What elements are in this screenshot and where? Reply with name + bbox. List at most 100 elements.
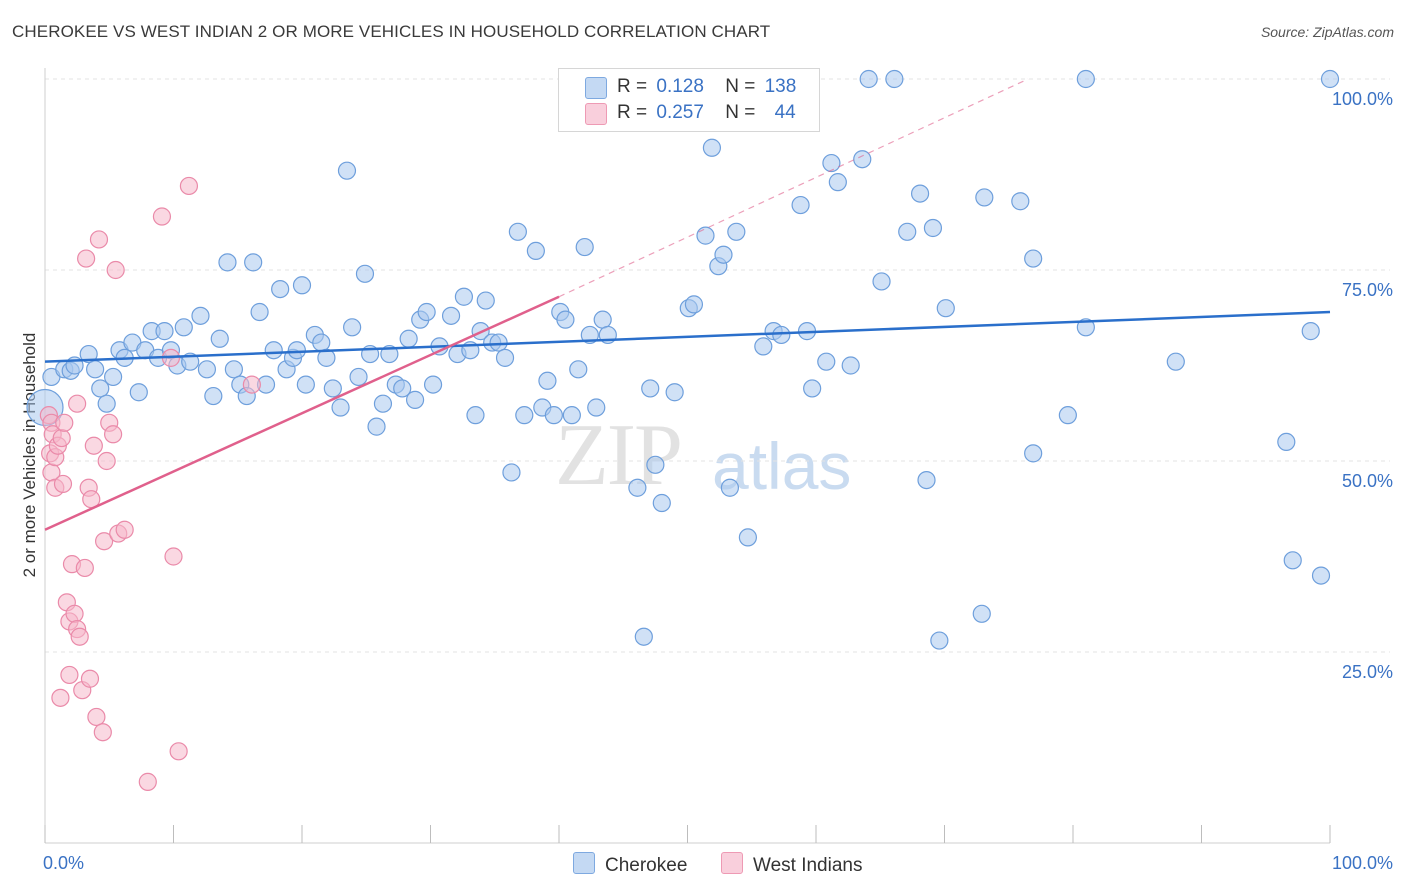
cherokee-point xyxy=(373,394,393,413)
cherokee-point xyxy=(538,371,557,390)
cherokee-point xyxy=(972,604,991,623)
cherokee-point xyxy=(1058,406,1077,425)
legend-item-cherokee[interactable]: Cherokee xyxy=(573,852,687,877)
cherokee-point xyxy=(859,69,878,89)
west-indians-point xyxy=(51,688,70,707)
cherokee-point xyxy=(393,379,412,398)
legend-n-value: 138 xyxy=(764,76,797,97)
cherokee-point xyxy=(337,161,357,180)
stats-legend: R = 0.128 N = 138 R = 0.257 N = 44 xyxy=(558,68,820,132)
west-indians-point xyxy=(80,669,100,688)
west-indians-point xyxy=(89,230,109,249)
cherokee-point xyxy=(641,379,660,398)
legend-n-value: 44 xyxy=(774,102,796,123)
cherokee-point xyxy=(1024,444,1043,463)
west-indians-point xyxy=(95,532,114,551)
legend-r-value: 0.128 xyxy=(656,76,704,97)
series-legend: Cherokee West Indians xyxy=(0,852,1406,878)
west-indians-point xyxy=(106,260,125,280)
west-indians-point xyxy=(138,772,157,791)
cherokee-point xyxy=(129,383,148,402)
cherokee-point xyxy=(652,493,671,513)
cherokee-point xyxy=(803,379,822,398)
west-indians-point xyxy=(55,413,74,432)
cherokee-point xyxy=(399,329,418,348)
grid-lines xyxy=(45,78,1390,653)
cherokee-point xyxy=(476,291,495,310)
cherokee-point xyxy=(898,222,917,241)
y-tick-label: 50.0% xyxy=(1342,471,1393,491)
cherokee-point xyxy=(502,463,521,482)
cherokee-point xyxy=(936,299,955,318)
y-tick-label: 100.0% xyxy=(1332,89,1393,109)
axes xyxy=(44,68,1331,844)
cherokee-point xyxy=(191,306,210,325)
legend-swatch-cherokee xyxy=(585,77,607,99)
cherokee-point xyxy=(696,226,715,245)
cherokee-point xyxy=(1301,322,1320,341)
cherokee-point xyxy=(910,184,930,203)
cherokee-point xyxy=(665,383,684,402)
cherokee-point xyxy=(104,367,123,387)
west-indians-point xyxy=(65,604,84,623)
cherokee-point xyxy=(174,318,193,337)
west-indians-point xyxy=(52,428,71,448)
cherokee-point xyxy=(544,406,563,425)
west-indians-point xyxy=(68,394,87,413)
cherokee-point xyxy=(738,528,757,547)
west-indians-point xyxy=(97,451,116,471)
west-indians-point xyxy=(53,474,73,494)
west-indians-point xyxy=(115,520,134,539)
cherokee-point xyxy=(1311,566,1331,585)
cherokee-point xyxy=(754,337,773,356)
cherokee-point xyxy=(634,627,653,646)
west-indians-point xyxy=(60,665,79,685)
west-indians-point xyxy=(93,723,112,742)
cherokee-point xyxy=(714,245,733,264)
west-indians-trend-extension xyxy=(558,78,1029,298)
cherokee-point xyxy=(684,295,704,314)
cherokee-point xyxy=(91,379,110,398)
west-indians-point xyxy=(77,249,96,268)
cherokee-point xyxy=(817,352,836,371)
cherokee-point xyxy=(515,406,534,425)
legend-item-west-indians[interactable]: West Indians xyxy=(721,852,862,877)
cherokee-point xyxy=(343,318,362,337)
cherokee-point xyxy=(841,356,860,375)
y-tick-label: 25.0% xyxy=(1342,662,1393,682)
cherokee-point xyxy=(917,471,936,490)
cherokee-point xyxy=(885,69,904,89)
cherokee-label: Cherokee xyxy=(605,855,688,876)
cherokee-point xyxy=(1320,69,1340,89)
chart-title: CHEROKEE VS WEST INDIAN 2 OR MORE VEHICL… xyxy=(12,22,771,41)
cherokee-point xyxy=(575,237,594,257)
y-tick-label: 75.0% xyxy=(1342,280,1393,300)
cherokee-point xyxy=(287,341,306,360)
cherokee-point xyxy=(1024,249,1043,268)
cherokee-point xyxy=(155,322,174,341)
west-indians-point xyxy=(169,742,188,761)
cherokee-point xyxy=(441,306,461,325)
cherokee-point xyxy=(1076,318,1095,337)
watermark-zip: ZIP xyxy=(555,407,683,504)
cherokee-trend-line xyxy=(44,310,1331,363)
cherokee-point xyxy=(822,153,841,173)
cherokee-point xyxy=(264,341,283,360)
tick-labels: 25.0% 50.0% 75.0% 100.0% 0.0% 100.0% xyxy=(43,89,1393,873)
cherokee-point xyxy=(562,406,581,425)
cherokee-point xyxy=(250,302,269,322)
cherokee-point xyxy=(423,375,443,394)
cherokee-point xyxy=(791,195,810,215)
chart-source: Source: ZipAtlas.com xyxy=(1260,24,1394,40)
west-indians-point xyxy=(179,176,199,196)
cherokee-point xyxy=(1277,432,1296,451)
legend-n-label: N = xyxy=(725,102,756,123)
cherokee-point xyxy=(197,360,217,379)
x-tick-label: 0.0% xyxy=(43,853,84,873)
cherokee-point xyxy=(720,478,740,497)
cherokee-point xyxy=(569,360,588,379)
cherokee-point xyxy=(349,367,368,387)
west-indians-point xyxy=(84,436,103,455)
cherokee-point xyxy=(1166,352,1185,371)
